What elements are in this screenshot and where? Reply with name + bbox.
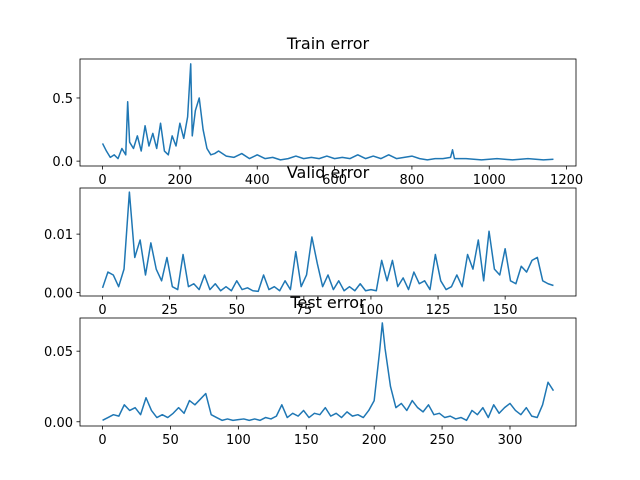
axes-frame bbox=[79, 187, 577, 297]
x-tick-label: 0 bbox=[98, 173, 106, 188]
x-tick-label: 200 bbox=[362, 433, 387, 448]
x-tick-label: 125 bbox=[426, 303, 451, 318]
y-tick-label: 0.00 bbox=[44, 286, 73, 301]
x-tick-label: 1000 bbox=[473, 173, 506, 188]
x-tick-label: 100 bbox=[226, 433, 251, 448]
x-tick-label: 300 bbox=[498, 433, 523, 448]
x-tick-label: 200 bbox=[167, 173, 192, 188]
x-tick-label: 250 bbox=[430, 433, 455, 448]
x-tick-label: 150 bbox=[493, 303, 518, 318]
x-tick-label: 150 bbox=[294, 433, 319, 448]
x-tick-label: 0 bbox=[98, 433, 106, 448]
x-tick-label: 800 bbox=[400, 173, 425, 188]
x-tick-label: 50 bbox=[162, 433, 179, 448]
axes-frame bbox=[79, 317, 577, 427]
y-tick-label: 0.5 bbox=[52, 92, 73, 107]
x-tick-label: 400 bbox=[245, 173, 270, 188]
x-tick-label: 0 bbox=[98, 303, 106, 318]
line bbox=[101, 63, 554, 161]
y-tick-label: 0.0 bbox=[52, 155, 73, 170]
chart-title: Valid error bbox=[287, 163, 370, 182]
x-tick-label: 75 bbox=[296, 303, 313, 318]
x-tick-label: 1200 bbox=[550, 173, 583, 188]
chart-title: Test error bbox=[289, 293, 366, 312]
x-tick-label: 50 bbox=[228, 303, 245, 318]
chart-title: Train error bbox=[286, 34, 370, 53]
axes-frame bbox=[79, 58, 577, 167]
x-tick-label: 100 bbox=[359, 303, 384, 318]
line bbox=[101, 191, 554, 293]
y-tick-label: 0.00 bbox=[44, 416, 73, 431]
y-tick-label: 0.01 bbox=[44, 228, 73, 243]
line bbox=[102, 322, 555, 422]
x-tick-label: 25 bbox=[161, 303, 178, 318]
x-tick-label: 600 bbox=[322, 173, 347, 188]
y-tick-label: 0.05 bbox=[44, 345, 73, 360]
